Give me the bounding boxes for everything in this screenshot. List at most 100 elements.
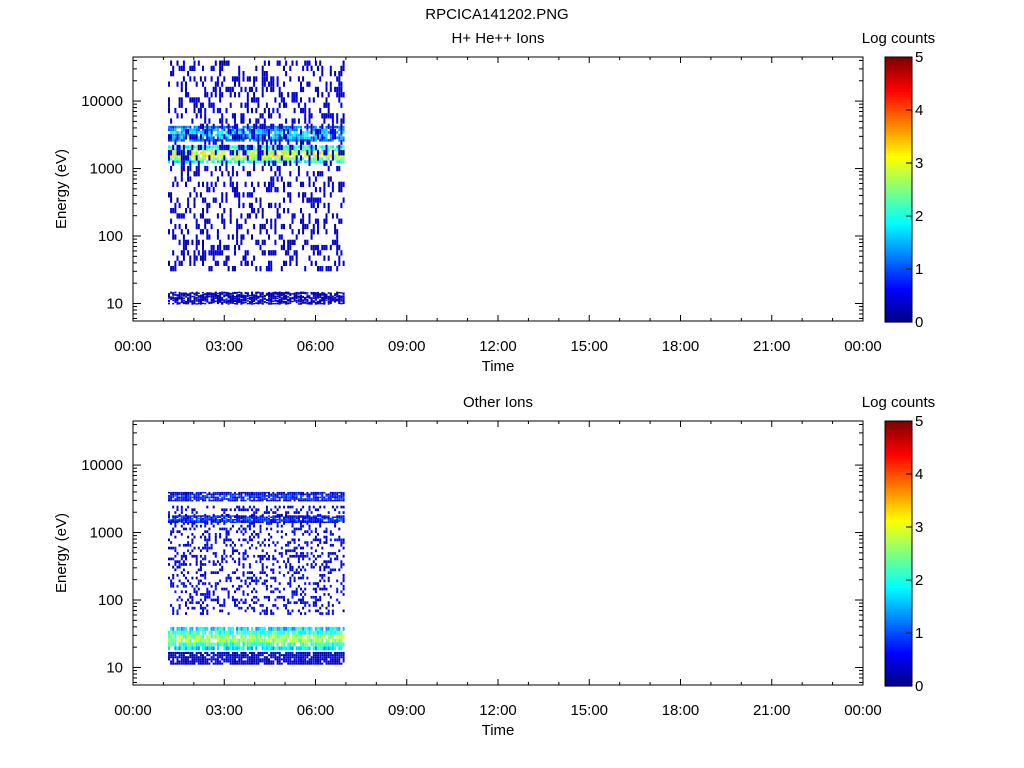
heatmap-cell	[204, 582, 207, 585]
heatmap-cell	[251, 658, 253, 661]
heatmap-cell	[268, 113, 270, 119]
heatmap-cell	[227, 299, 230, 302]
heatmap-cell	[297, 630, 300, 635]
heatmap-cell	[174, 160, 177, 164]
heatmap-cell	[225, 646, 228, 651]
heatmap-cell	[195, 293, 198, 296]
heatmap-cell	[185, 658, 187, 661]
heatmap-cell	[291, 554, 294, 558]
heatmap-cell	[216, 148, 219, 152]
heatmap-cell	[199, 634, 202, 639]
heatmap-cell	[261, 521, 264, 523]
heatmap-cell	[255, 133, 258, 137]
heatmap-cell	[216, 128, 219, 132]
heatmap-cell	[178, 604, 181, 607]
heatmap-cell	[278, 213, 281, 219]
heatmap-cell	[261, 499, 264, 502]
heatmap-cell	[223, 291, 226, 294]
heatmap-cell	[221, 513, 224, 517]
heatmap-cell	[229, 499, 232, 502]
heatmap-cell	[204, 144, 207, 151]
heatmap-cell	[293, 554, 296, 558]
heatmap-cell	[248, 493, 251, 496]
heatmap-cell	[204, 571, 207, 574]
heatmap-cell	[263, 517, 266, 520]
heatmap-cell	[221, 527, 224, 531]
heatmap-cell	[219, 60, 222, 66]
heatmap-cell	[199, 76, 202, 82]
heatmap-cell	[229, 296, 232, 299]
heatmap-cell	[295, 145, 298, 149]
heatmap-cell	[297, 511, 300, 514]
colorbar-segment	[885, 192, 912, 196]
heatmap-cell	[219, 139, 222, 142]
heatmap-cell	[193, 527, 196, 531]
colorbar-segment	[885, 168, 912, 172]
heatmap-cell	[340, 292, 343, 294]
heatmap-cell	[180, 145, 183, 149]
heatmap-cell	[268, 522, 270, 525]
heatmap-cell	[244, 660, 247, 663]
heatmap-cell	[227, 234, 230, 240]
heatmap-cell	[291, 133, 294, 137]
heatmap-cell	[265, 579, 268, 583]
heatmap-cell	[212, 157, 215, 161]
heatmap-cell	[338, 295, 341, 298]
heatmap-cell	[268, 595, 270, 599]
heatmap-cell	[189, 634, 192, 639]
heatmap-cell	[212, 646, 215, 651]
heatmap-cell	[338, 291, 341, 294]
heatmap-cell	[225, 651, 228, 654]
heatmap-cell	[176, 213, 179, 219]
colorbar-segment	[885, 176, 912, 180]
heatmap-cell	[342, 154, 345, 158]
heatmap-cell	[274, 250, 277, 256]
heatmap-cell	[287, 519, 290, 521]
heatmap-cell	[340, 102, 343, 108]
heatmap-cell	[187, 165, 190, 172]
heatmap-cell	[187, 160, 190, 164]
heatmap-cell	[265, 71, 268, 77]
heatmap-cell	[295, 634, 298, 639]
heatmap-cell	[257, 239, 260, 245]
heatmap-cell	[270, 508, 273, 512]
heatmap-cell	[234, 92, 236, 98]
heatmap-cell	[293, 630, 296, 635]
heatmap-cell	[187, 638, 190, 643]
heatmap-cell	[219, 86, 222, 93]
heatmap-cell	[276, 176, 279, 182]
heatmap-cell	[227, 144, 230, 151]
heatmap-cell	[231, 646, 234, 651]
heatmap-cell	[342, 295, 345, 297]
heatmap-cell	[293, 239, 296, 245]
heatmap-cell	[229, 145, 232, 149]
heatmap-cell	[323, 181, 326, 187]
heatmap-cell	[219, 604, 222, 607]
heatmap-cell	[168, 516, 170, 518]
heatmap-cell	[208, 560, 211, 563]
heatmap-cell	[219, 656, 222, 659]
heatmap-cell	[231, 595, 234, 599]
heatmap-cell	[191, 541, 194, 544]
heatmap-cell	[180, 498, 183, 500]
heatmap-cell	[210, 266, 213, 272]
heatmap-cell	[327, 148, 330, 152]
heatmap-cell	[227, 533, 230, 536]
heatmap-cell	[195, 128, 198, 132]
heatmap-cell	[242, 593, 245, 596]
heatmap-cell	[297, 609, 300, 613]
heatmap-cell	[212, 606, 215, 610]
heatmap-cell	[172, 71, 175, 77]
heatmap-cell	[231, 134, 234, 140]
heatmap-cell	[221, 508, 224, 512]
heatmap-cell	[206, 651, 209, 654]
heatmap-cell	[229, 176, 232, 182]
heatmap-cell	[283, 595, 285, 599]
heatmap-cell	[187, 493, 190, 496]
heatmap-cell	[308, 301, 311, 304]
heatmap-cell	[182, 60, 185, 66]
heatmap-cell	[238, 128, 241, 132]
heatmap-cell	[248, 576, 251, 580]
heatmap-cell	[242, 165, 245, 172]
heatmap-cell	[255, 576, 258, 580]
